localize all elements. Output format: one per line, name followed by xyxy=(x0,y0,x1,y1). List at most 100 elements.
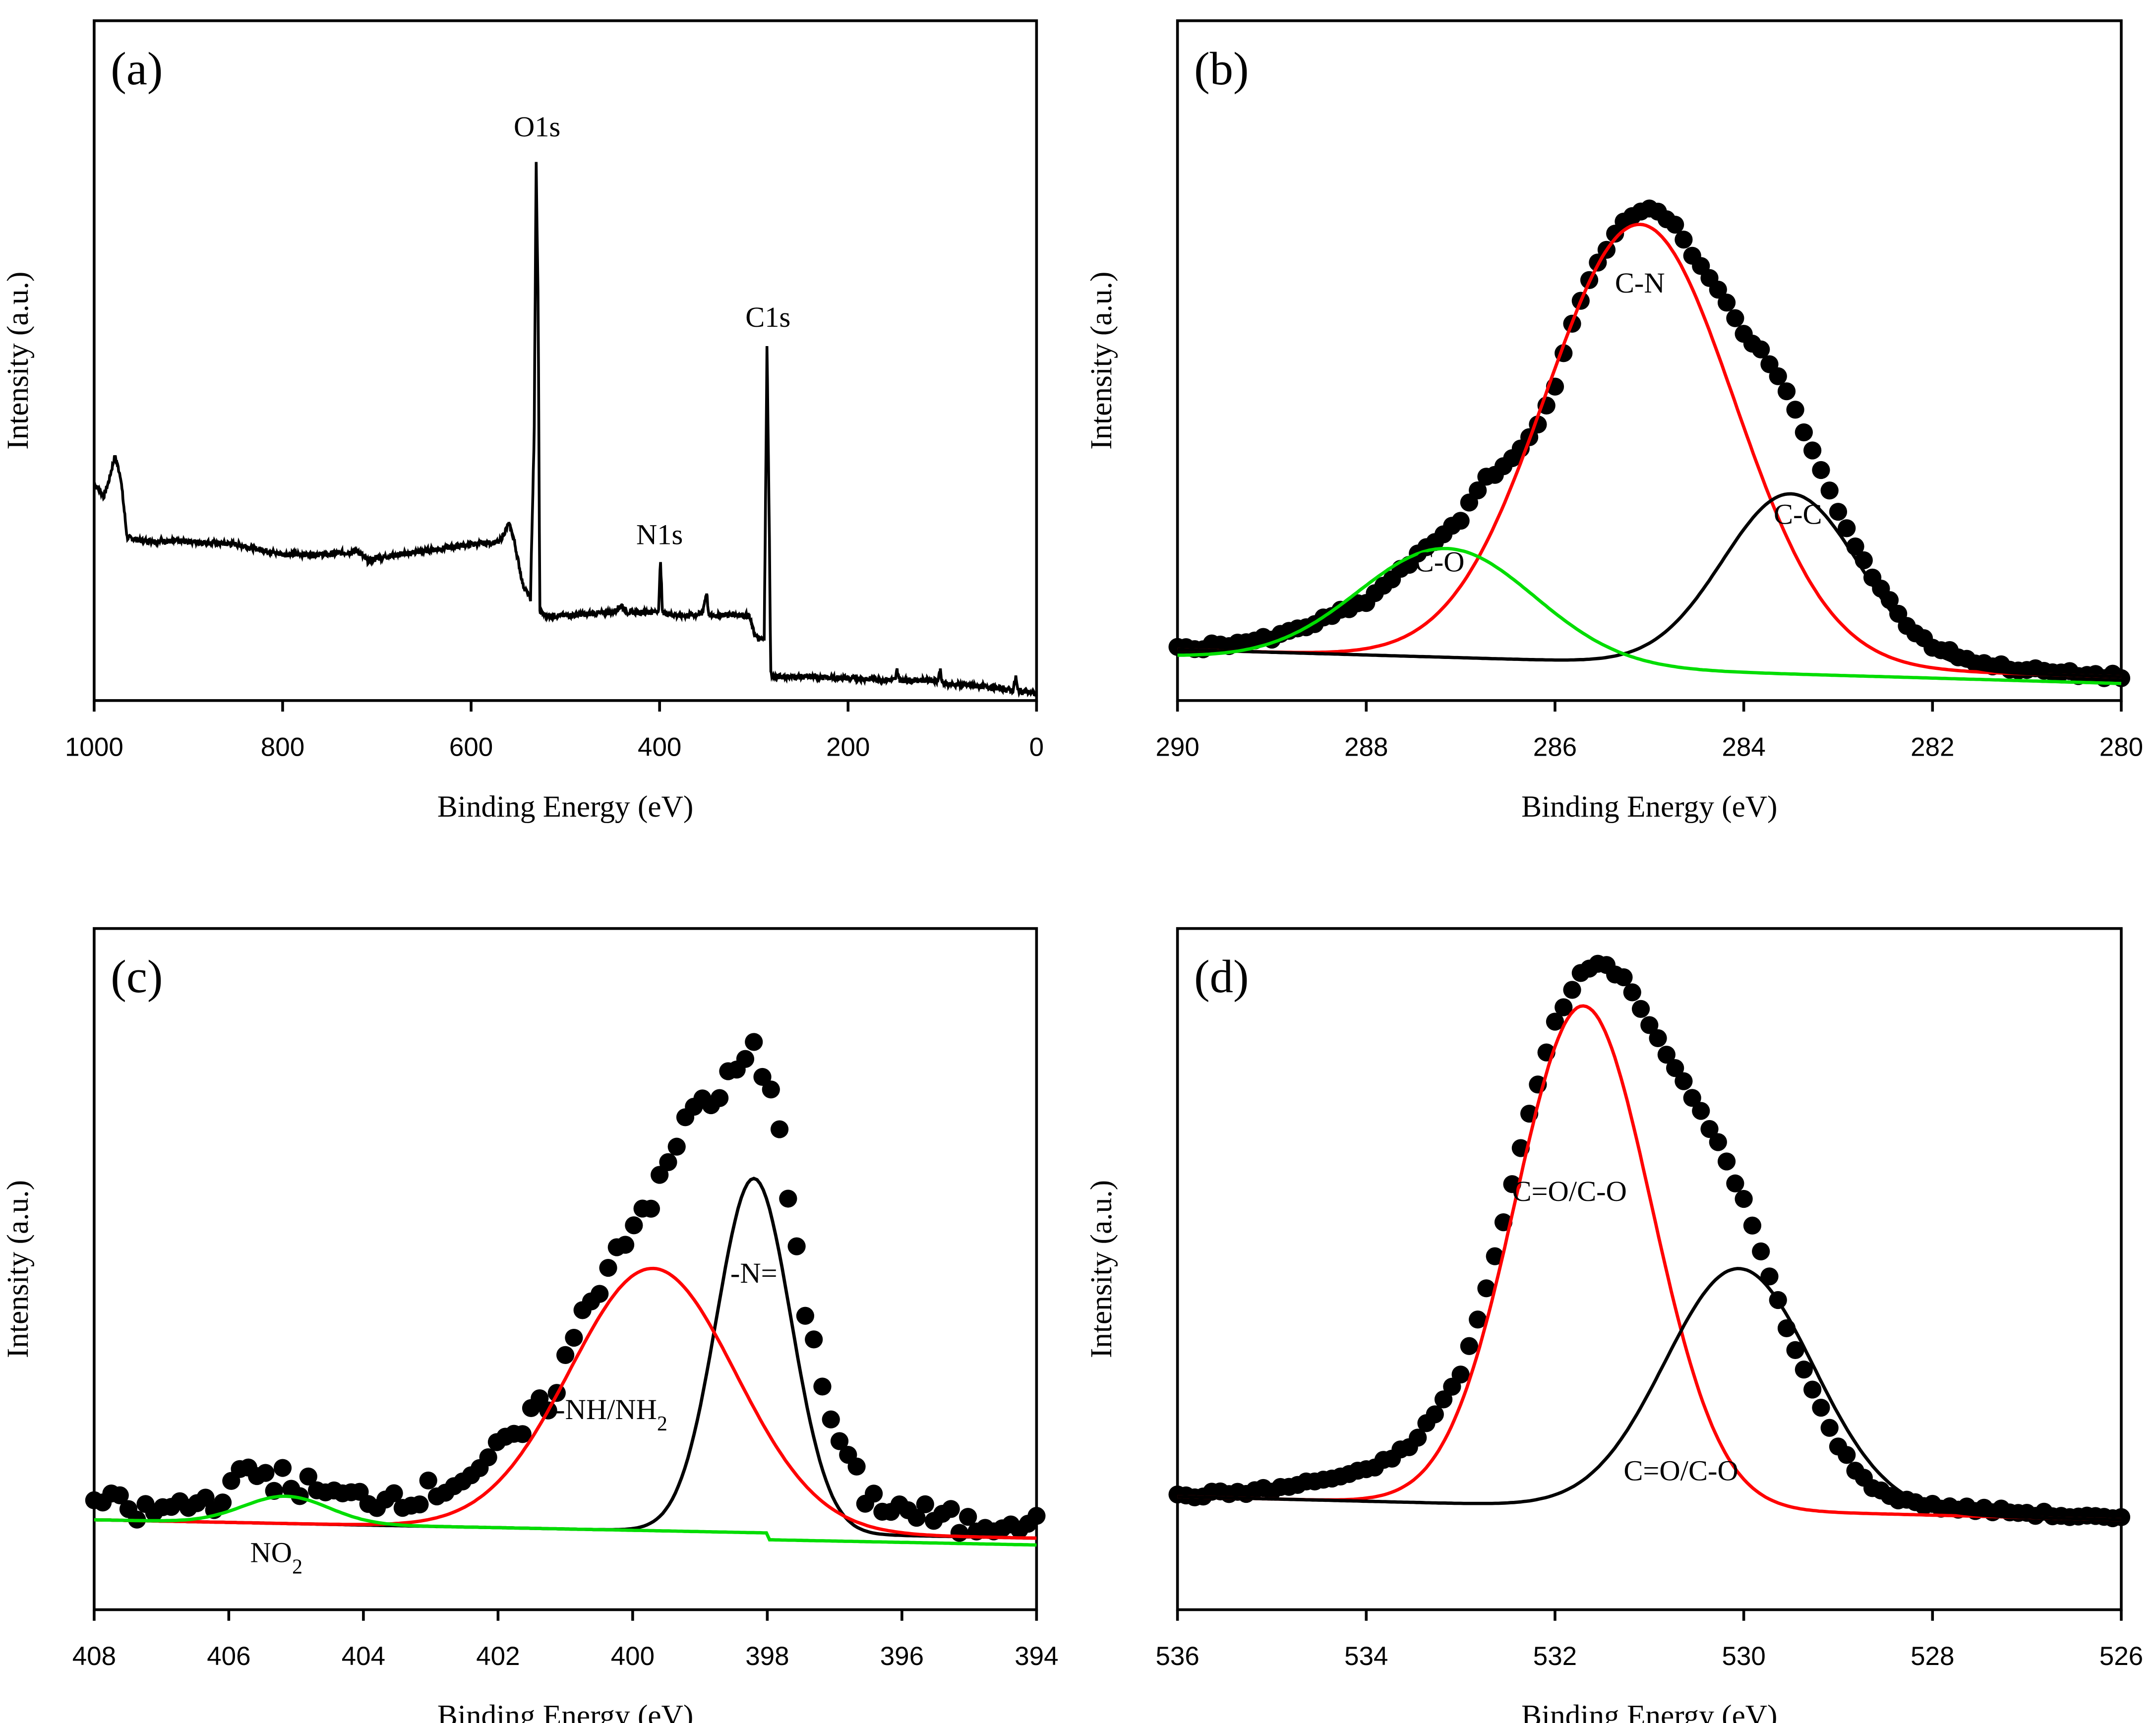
component-label: C-O xyxy=(1415,545,1465,578)
data-point xyxy=(616,1236,635,1254)
subscript: 2 xyxy=(657,1413,667,1435)
data-point xyxy=(1743,1216,1762,1235)
data-point xyxy=(1812,461,1830,479)
data-point xyxy=(256,1464,275,1482)
component-label: C=O/C-O xyxy=(1623,1454,1738,1486)
data-point xyxy=(822,1410,840,1428)
data-point xyxy=(753,1068,772,1086)
data-point xyxy=(1752,340,1770,358)
data-point xyxy=(1760,1267,1779,1286)
subscript: 2 xyxy=(292,1555,302,1578)
x-tick-label: 394 xyxy=(1015,1642,1058,1671)
peak-annotation: O1s xyxy=(514,111,560,143)
data-point xyxy=(762,1080,780,1099)
data-point xyxy=(1666,1059,1684,1077)
data-point xyxy=(796,1307,815,1325)
data-point xyxy=(1709,280,1727,299)
data-point xyxy=(1795,423,1813,442)
data-point xyxy=(1709,1133,1727,1151)
data-point xyxy=(556,1346,575,1365)
x-tick-label: 286 xyxy=(1533,732,1577,762)
panel-a: 1000 800 600 400 200 0 Binding Energy (eV) Inte… xyxy=(1,19,1044,824)
data-point xyxy=(907,1509,926,1527)
data-point xyxy=(1623,983,1641,1002)
plot-frame xyxy=(93,927,1038,1611)
x-tick-label: 408 xyxy=(72,1642,116,1671)
data-point xyxy=(1726,309,1744,327)
data-point xyxy=(513,1425,532,1443)
x-tick-label: 404 xyxy=(342,1642,385,1671)
survey-spectrum-line xyxy=(93,162,1038,698)
x-tick-label: 530 xyxy=(1722,1642,1765,1671)
data-point xyxy=(299,1467,317,1485)
x-tick-label: 280 xyxy=(2099,732,2143,762)
data-point xyxy=(565,1328,583,1347)
x-tick-label: 526 xyxy=(2099,1642,2143,1671)
data-point xyxy=(770,1120,789,1138)
data-point xyxy=(1027,1507,1046,1525)
data-point xyxy=(651,1166,669,1184)
data-point xyxy=(1803,1380,1822,1399)
panel-label: (a) xyxy=(111,43,163,95)
data-point xyxy=(847,1457,866,1476)
component-label: C-N xyxy=(1615,267,1665,299)
component-label: C=O/C-O xyxy=(1512,1175,1627,1207)
fit-component-line xyxy=(1177,546,2122,685)
data-point xyxy=(805,1330,823,1349)
data-point xyxy=(745,1033,763,1051)
data-point xyxy=(865,1485,883,1503)
panel-d: 536 534 532 530 528 526 Binding Energy (eV) Int… xyxy=(1084,927,2143,1723)
data-point xyxy=(1434,1390,1453,1409)
data-point xyxy=(1726,1174,1744,1192)
x-axis-label: Binding Energy (eV) xyxy=(1521,1699,1777,1723)
data-point xyxy=(1426,1405,1444,1424)
data-point xyxy=(1752,1242,1770,1261)
data-point xyxy=(1812,1398,1830,1417)
data-point xyxy=(736,1050,755,1068)
data-point xyxy=(1451,512,1470,530)
panel-c: 408 406 404 402 400 398 396 394 Binding Energy (… xyxy=(1,927,1059,1723)
x-axis-label: Binding Energy (eV) xyxy=(1521,790,1777,824)
x-tick-label: 282 xyxy=(1911,732,1954,762)
y-axis-label: Intensity (a.u.) xyxy=(1084,272,1118,450)
panel-label: (d) xyxy=(1194,951,1249,1003)
data-point xyxy=(1803,441,1822,460)
plot-frame xyxy=(93,19,1038,702)
data-point xyxy=(950,1524,969,1542)
data-point xyxy=(591,1285,609,1303)
data-point xyxy=(1640,1016,1659,1034)
data-point xyxy=(1838,1446,1856,1464)
data-point xyxy=(1563,981,1581,999)
component-label: NO2 xyxy=(250,1536,302,1578)
data-point xyxy=(1700,1120,1719,1138)
component-label: -NH/NH2 xyxy=(555,1393,667,1435)
data-point xyxy=(1786,401,1804,419)
fit-component-line xyxy=(1177,492,2122,679)
data-point xyxy=(625,1216,643,1235)
component-label: -N= xyxy=(730,1257,778,1289)
x-tick-label: 528 xyxy=(1911,1642,1954,1671)
data-point xyxy=(1657,1045,1676,1064)
data-point xyxy=(1555,998,1573,1016)
data-point xyxy=(419,1471,437,1490)
data-point xyxy=(711,1089,729,1107)
x-tick-label: 600 xyxy=(449,732,493,762)
data-point xyxy=(1692,1102,1710,1120)
plot-frame xyxy=(1176,19,2123,702)
x-tick-label: 0 xyxy=(1029,732,1044,762)
data-point xyxy=(1829,503,1848,521)
component-label: C-C xyxy=(1774,498,1822,530)
data-point xyxy=(1675,231,1693,249)
x-tick-label: 402 xyxy=(476,1642,520,1671)
x-axis-label: Binding Energy (eV) xyxy=(437,1699,693,1723)
data-point xyxy=(1631,1000,1650,1018)
peak-annotation: C1s xyxy=(745,301,790,333)
data-point xyxy=(1683,1089,1701,1107)
y-axis-label: Intensity (a.u.) xyxy=(1084,1180,1118,1358)
x-axis-label: Binding Energy (eV) xyxy=(437,790,693,824)
data-point xyxy=(642,1199,660,1218)
data-point xyxy=(1469,1310,1487,1329)
data-point xyxy=(1477,1279,1496,1298)
data-point xyxy=(1717,1152,1736,1171)
